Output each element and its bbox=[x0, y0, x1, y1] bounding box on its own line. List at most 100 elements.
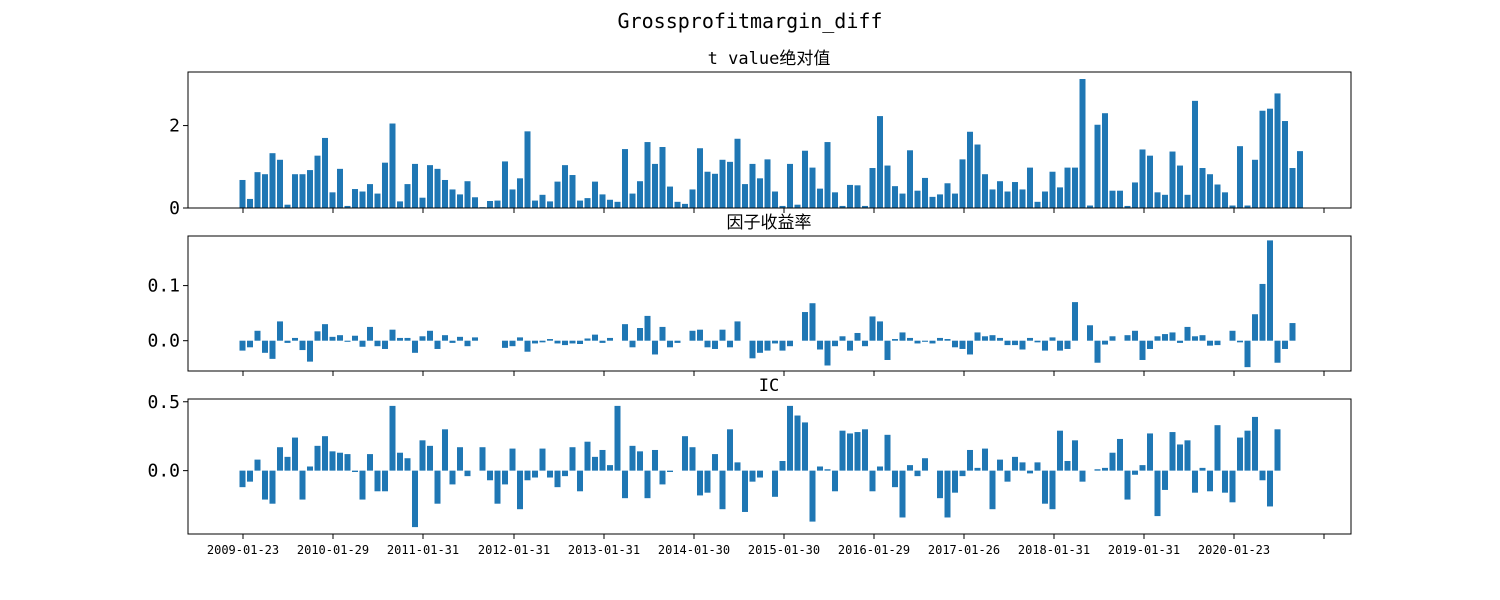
bar-1-82 bbox=[854, 332, 861, 341]
bar-1-98 bbox=[974, 332, 981, 341]
x-tick-label-1: 2010-01-29 bbox=[297, 543, 369, 557]
bar-1-92 bbox=[929, 340, 936, 344]
bar-2-116 bbox=[1109, 452, 1116, 471]
bar-0-108 bbox=[1049, 171, 1056, 208]
bar-1-26 bbox=[434, 340, 441, 349]
bar-1-121 bbox=[1147, 340, 1153, 349]
bar-2-122 bbox=[1154, 470, 1161, 517]
bar-2-130 bbox=[1214, 425, 1221, 471]
bar-2-32 bbox=[479, 447, 486, 471]
bar-1-20 bbox=[389, 329, 396, 341]
bar-0-107 bbox=[1042, 191, 1048, 208]
bar-2-45 bbox=[577, 470, 583, 492]
bar-2-80 bbox=[839, 430, 846, 471]
bar-2-84 bbox=[869, 470, 876, 492]
bar-0-31 bbox=[472, 197, 478, 208]
bar-0-137 bbox=[1267, 108, 1273, 208]
bar-1-18 bbox=[374, 340, 381, 347]
bar-1-138 bbox=[1274, 340, 1281, 363]
bar-0-16 bbox=[359, 191, 366, 208]
bar-1-2 bbox=[254, 330, 261, 341]
bar-0-88 bbox=[899, 193, 906, 208]
bar-2-124 bbox=[1169, 432, 1176, 471]
bar-1-19 bbox=[382, 340, 388, 349]
y-tick-label-1-0: 0.0 bbox=[147, 331, 180, 352]
bar-2-128 bbox=[1199, 467, 1206, 471]
bar-2-24 bbox=[419, 440, 426, 471]
bar-0-24 bbox=[419, 197, 426, 208]
bar-0-64 bbox=[719, 159, 726, 208]
bar-2-126 bbox=[1184, 440, 1191, 471]
bar-0-45 bbox=[577, 200, 583, 208]
bar-0-9 bbox=[307, 170, 313, 208]
bar-2-23 bbox=[412, 470, 418, 528]
bar-1-77 bbox=[817, 340, 823, 350]
bar-2-29 bbox=[457, 447, 463, 471]
bar-0-128 bbox=[1199, 168, 1206, 208]
bar-0-100 bbox=[989, 189, 996, 208]
bar-0-127 bbox=[1192, 100, 1198, 208]
bar-1-9 bbox=[307, 340, 313, 362]
bar-0-139 bbox=[1282, 121, 1288, 208]
bar-0-42 bbox=[554, 181, 561, 208]
bar-2-46 bbox=[584, 441, 591, 471]
bar-2-102 bbox=[1004, 470, 1011, 482]
bar-1-11 bbox=[322, 324, 328, 341]
bar-1-120 bbox=[1139, 340, 1146, 360]
bar-0-8 bbox=[299, 174, 306, 208]
bar-2-117 bbox=[1117, 438, 1123, 471]
bar-1-64 bbox=[719, 329, 726, 341]
bar-2-51 bbox=[622, 470, 628, 499]
bar-0-2 bbox=[254, 172, 261, 208]
bar-0-86 bbox=[884, 165, 891, 208]
bar-2-108 bbox=[1049, 470, 1056, 510]
bar-0-106 bbox=[1034, 201, 1041, 208]
bar-1-54 bbox=[644, 315, 651, 341]
bar-0-96 bbox=[959, 159, 966, 208]
bar-0-76 bbox=[809, 167, 816, 208]
bar-2-71 bbox=[772, 470, 778, 497]
bar-0-50 bbox=[614, 201, 621, 208]
bar-1-62 bbox=[704, 340, 711, 348]
bar-2-111 bbox=[1072, 440, 1078, 471]
bar-1-85 bbox=[877, 321, 883, 341]
bar-2-89 bbox=[907, 465, 913, 471]
bar-1-14 bbox=[344, 340, 351, 342]
bar-1-94 bbox=[944, 339, 951, 341]
bar-0-43 bbox=[562, 165, 568, 208]
bar-0-61 bbox=[697, 148, 703, 208]
bar-2-100 bbox=[989, 470, 996, 510]
bar-1-91 bbox=[922, 340, 928, 342]
bar-0-113 bbox=[1087, 205, 1093, 208]
bar-1-0 bbox=[239, 340, 246, 351]
bar-2-76 bbox=[809, 470, 816, 522]
bar-2-16 bbox=[359, 470, 366, 500]
bar-1-130 bbox=[1214, 340, 1221, 346]
bar-2-91 bbox=[922, 458, 928, 471]
bar-0-27 bbox=[442, 179, 448, 208]
bar-0-1 bbox=[247, 198, 253, 208]
bar-0-83 bbox=[862, 205, 868, 208]
bar-0-58 bbox=[674, 201, 681, 208]
panel-factor-return: 因子收益率 0.0 0.1 bbox=[147, 213, 1352, 376]
bar-1-5 bbox=[277, 321, 283, 341]
bar-0-90 bbox=[914, 190, 921, 208]
bar-0-0 bbox=[239, 179, 246, 208]
bar-0-80 bbox=[839, 205, 846, 208]
bar-1-107 bbox=[1042, 340, 1048, 351]
bar-0-59 bbox=[682, 203, 688, 208]
bar-0-48 bbox=[599, 194, 606, 208]
bar-0-140 bbox=[1289, 168, 1296, 208]
bar-0-70 bbox=[764, 159, 771, 208]
bar-2-34 bbox=[494, 470, 501, 504]
bar-1-38 bbox=[524, 340, 531, 352]
panel-title-factor-return: 因子收益率 bbox=[727, 213, 812, 233]
bar-1-44 bbox=[569, 340, 576, 344]
bar-0-51 bbox=[622, 149, 628, 208]
bar-2-5 bbox=[277, 447, 283, 471]
bar-2-1 bbox=[247, 470, 253, 482]
bar-1-104 bbox=[1019, 340, 1026, 350]
bar-2-57 bbox=[667, 470, 673, 473]
bar-0-115 bbox=[1102, 113, 1108, 208]
